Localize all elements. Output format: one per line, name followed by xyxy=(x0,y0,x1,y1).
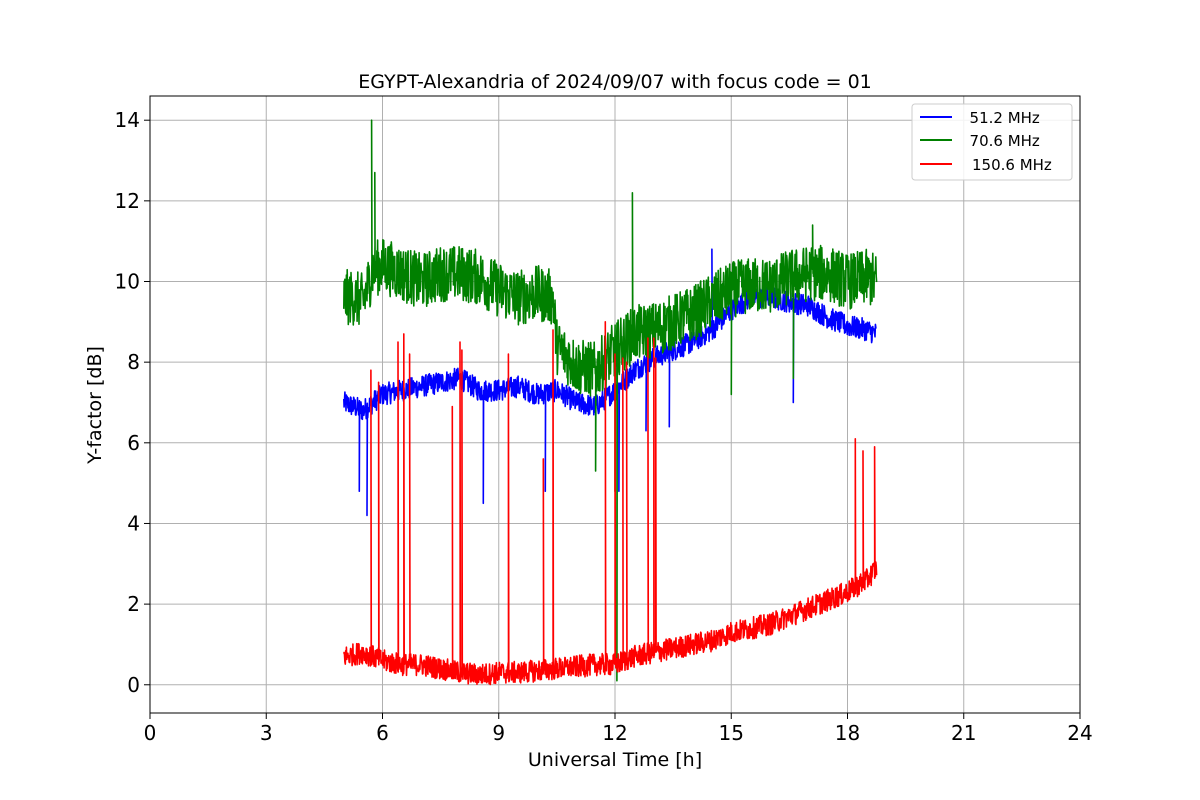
y-tick-label: 4 xyxy=(127,511,140,535)
series-layer xyxy=(343,119,878,686)
y-tick-label: 0 xyxy=(127,673,140,697)
y-tick-label: 14 xyxy=(115,108,140,132)
x-tick-label: 24 xyxy=(1067,721,1092,745)
series-51mhz-line xyxy=(343,248,877,517)
legend-label-70mhz: 70.6 MHz xyxy=(960,132,1040,150)
legend-box xyxy=(911,103,1073,181)
x-tick-label: 3 xyxy=(260,721,273,745)
series-70mhz-line xyxy=(343,119,878,682)
y-axis-label: Y-factor [dB] xyxy=(84,346,106,465)
x-tick-label: 12 xyxy=(602,721,627,745)
x-tick-label: 15 xyxy=(719,721,744,745)
x-tick-label: 9 xyxy=(492,721,505,745)
chart-title: EGYPT-Alexandria of 2024/09/07 with focu… xyxy=(358,71,872,93)
x-tick-label: 18 xyxy=(835,721,860,745)
x-tick-label: 0 xyxy=(144,721,157,745)
legend: 51.2 MHz 70.6 MHz 150.6 MHz xyxy=(911,103,1073,181)
x-tick-label: 21 xyxy=(951,721,976,745)
y-tick-label: 2 xyxy=(127,592,140,616)
series-150mhz-line xyxy=(343,321,878,686)
y-tick-label: 6 xyxy=(127,431,140,455)
legend-label-51mhz: 51.2 MHz xyxy=(960,109,1040,127)
x-axis-label: Universal Time [h] xyxy=(528,749,702,771)
y-tick-label: 10 xyxy=(115,270,140,294)
y-tick-label: 12 xyxy=(115,189,140,213)
y-tick-label: 8 xyxy=(127,350,140,374)
x-tick-label: 6 xyxy=(376,721,389,745)
legend-label-150mhz: 150.6 MHz xyxy=(972,156,1052,174)
